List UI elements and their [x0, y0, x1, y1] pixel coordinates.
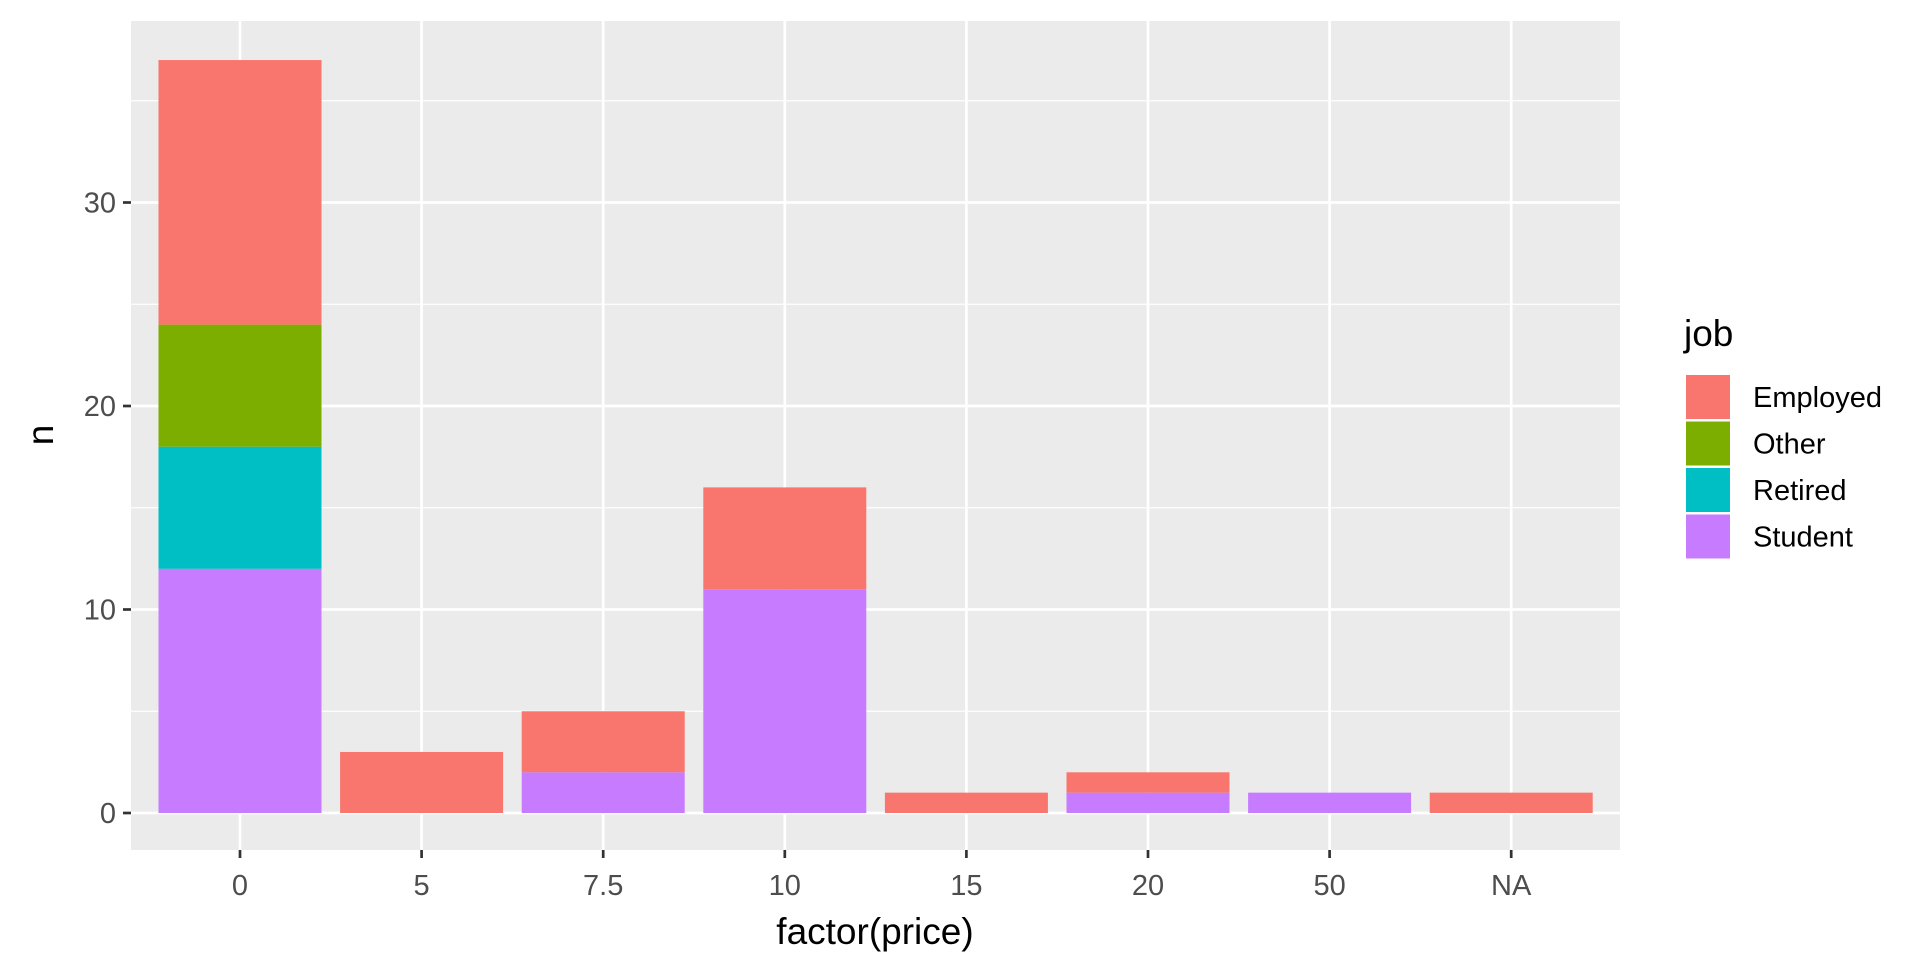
- bar-student-20: [1066, 792, 1230, 813]
- bars: [158, 60, 1593, 813]
- legend: job Employed Other Retired Student: [1683, 313, 1882, 559]
- bar-employed-20: [1066, 772, 1230, 793]
- x-tick-label: NA: [1491, 870, 1532, 902]
- bar-retired-0: [158, 446, 322, 569]
- bar-student-10: [703, 589, 867, 813]
- y-tick-label: 10: [84, 595, 116, 627]
- legend-key-employed: [1686, 375, 1730, 419]
- x-tick-label: 5: [414, 870, 430, 902]
- legend-label-employed: Employed: [1753, 382, 1882, 414]
- bar-employed-na: [1429, 792, 1593, 813]
- bar-employed-15: [884, 792, 1048, 813]
- x-tick-label: 7.5: [583, 870, 623, 902]
- grid-lines: [131, 21, 1620, 850]
- legend-label-retired: Retired: [1753, 475, 1847, 507]
- legend-key-student: [1686, 514, 1730, 559]
- bar-student-7-5: [521, 772, 685, 813]
- bar-employed-0: [158, 60, 322, 325]
- x-tick-label: 0: [232, 870, 248, 902]
- plot-panel: [131, 21, 1620, 850]
- bar-other-0: [158, 324, 322, 447]
- bar-employed-7-5: [521, 711, 685, 773]
- bar-employed-10: [703, 487, 867, 590]
- y-axis: 0 10 20 30: [84, 188, 131, 830]
- x-axis-title: factor(price): [776, 911, 973, 952]
- legend-label-student: Student: [1753, 522, 1853, 554]
- y-axis-title: n: [20, 425, 61, 446]
- bar-employed-5: [340, 751, 504, 813]
- x-tick-label: 15: [950, 870, 982, 902]
- x-tick-label: 10: [769, 870, 801, 902]
- x-tick-label: 20: [1132, 870, 1164, 902]
- x-tick-label: 50: [1313, 870, 1345, 902]
- legend-label-other: Other: [1753, 429, 1826, 461]
- x-axis: 0 5 7.5 10 15 20 50 NA: [232, 850, 1532, 902]
- bar-student-0: [158, 568, 322, 813]
- legend-key-retired: [1686, 468, 1730, 512]
- y-tick-label: 0: [100, 798, 116, 830]
- y-tick-label: 30: [84, 188, 116, 220]
- y-tick-label: 20: [84, 391, 116, 423]
- bar-student-50: [1248, 792, 1412, 813]
- legend-title: job: [1683, 313, 1733, 354]
- legend-key-other: [1686, 421, 1730, 466]
